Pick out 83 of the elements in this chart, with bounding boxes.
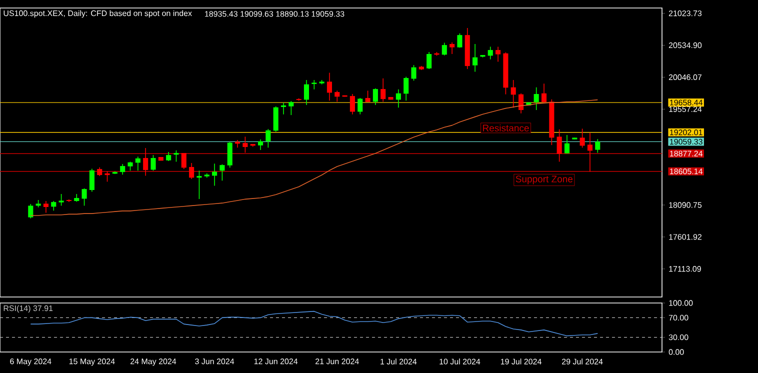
x-tick-label: 15 May 2024 bbox=[69, 358, 115, 366]
x-tick-label: 3 Jun 2024 bbox=[195, 358, 234, 364]
candlestick bbox=[280, 102, 286, 115]
candlestick bbox=[510, 80, 516, 108]
candlestick bbox=[120, 164, 126, 176]
candlestick bbox=[43, 200, 49, 214]
x-tick-label: 6 May 2024 bbox=[10, 358, 52, 366]
ref-line-label: 19658.44 bbox=[670, 100, 703, 106]
x-tick-label: 12 Jun 2024 bbox=[254, 358, 298, 364]
x-tick-label: 24 May 2024 bbox=[130, 358, 176, 366]
candlestick bbox=[496, 46, 501, 62]
candlestick bbox=[58, 194, 64, 206]
candlestick bbox=[196, 170, 202, 200]
candlestick bbox=[304, 80, 310, 106]
candlestick bbox=[541, 83, 547, 104]
candlestick bbox=[150, 154, 156, 172]
candlestick bbox=[312, 80, 317, 90]
y-tick-label: 70.00 bbox=[668, 314, 688, 321]
candlestick bbox=[457, 32, 462, 48]
ref-line-label: 18605.14 bbox=[670, 168, 703, 174]
candlestick bbox=[372, 88, 378, 106]
candlestick bbox=[518, 92, 524, 114]
candlestick bbox=[212, 163, 218, 186]
candlestick bbox=[488, 46, 493, 60]
candlestick bbox=[326, 72, 332, 102]
y-tick-label: 18090.75 bbox=[669, 202, 702, 208]
y-tick-label: 100.00 bbox=[669, 300, 693, 306]
chart-title: US100.spot.XEX, Daily: CFD based on spot on index bbox=[4, 10, 192, 18]
annotation: Support Zone bbox=[516, 176, 573, 184]
candlestick bbox=[28, 204, 34, 219]
candlestick bbox=[334, 90, 340, 102]
candlestick bbox=[580, 128, 585, 148]
x-tick-label: 29 Jul 2024 bbox=[562, 358, 603, 364]
y-tick-label: 0.00 bbox=[668, 349, 684, 355]
candlestick bbox=[358, 98, 363, 115]
candlestick bbox=[242, 136, 248, 154]
candlestick bbox=[104, 170, 110, 182]
candlestick bbox=[587, 132, 593, 172]
candlestick bbox=[450, 42, 455, 54]
chart-subtitle: 18935.43 19099.63 18890.13 19059.33 bbox=[205, 11, 344, 17]
y-tick-label: 20046.07 bbox=[668, 74, 702, 80]
candlestick bbox=[227, 141, 232, 168]
candlestick bbox=[380, 78, 386, 102]
y-tick-label: 20534.90 bbox=[668, 42, 702, 48]
candlestick bbox=[564, 134, 570, 154]
y-tick-label: 30.00 bbox=[668, 334, 688, 340]
x-tick-label: 19 Jul 2024 bbox=[500, 358, 542, 364]
candlestick bbox=[288, 100, 294, 116]
annotation: Resistance bbox=[483, 124, 529, 132]
y-tick-label: 19557.24 bbox=[669, 106, 702, 112]
candlestick bbox=[534, 86, 539, 110]
candlestick bbox=[404, 76, 409, 102]
y-tick-label: 17601.92 bbox=[669, 234, 702, 240]
candlestick bbox=[82, 188, 87, 206]
candlestick bbox=[472, 44, 478, 72]
ref-line-label: 19059.33 bbox=[670, 138, 702, 145]
candlestick bbox=[220, 164, 225, 182]
x-tick-label: 10 Jul 2024 bbox=[440, 358, 480, 364]
candlestick bbox=[189, 162, 194, 180]
series-label: RSI(14) 37.91 bbox=[4, 305, 53, 313]
candlestick bbox=[350, 94, 355, 115]
candlestick bbox=[426, 52, 432, 70]
y-tick-label: 21023.73 bbox=[668, 10, 702, 16]
x-tick-label: 1 Jul 2024 bbox=[380, 358, 417, 364]
candlestick bbox=[595, 138, 600, 154]
y-tick-label: 17113.09 bbox=[669, 266, 701, 272]
candlestick bbox=[556, 128, 562, 162]
candlestick bbox=[89, 168, 94, 192]
candlestick bbox=[411, 64, 416, 82]
candlestick bbox=[135, 156, 140, 172]
candlestick bbox=[442, 42, 447, 56]
ref-line-label: 18877.24 bbox=[670, 150, 703, 156]
candlestick bbox=[181, 152, 186, 170]
candlestick bbox=[143, 148, 148, 176]
candlestick bbox=[235, 140, 240, 148]
candlestick bbox=[51, 200, 56, 212]
candlestick bbox=[273, 106, 278, 132]
candlestick bbox=[174, 150, 179, 162]
candlestick bbox=[266, 128, 271, 148]
x-tick-label: 21 Jun 2024 bbox=[316, 358, 359, 364]
candlestick bbox=[258, 138, 264, 150]
ref-line-label: 19202.01 bbox=[670, 130, 702, 136]
candlestick bbox=[396, 88, 401, 108]
